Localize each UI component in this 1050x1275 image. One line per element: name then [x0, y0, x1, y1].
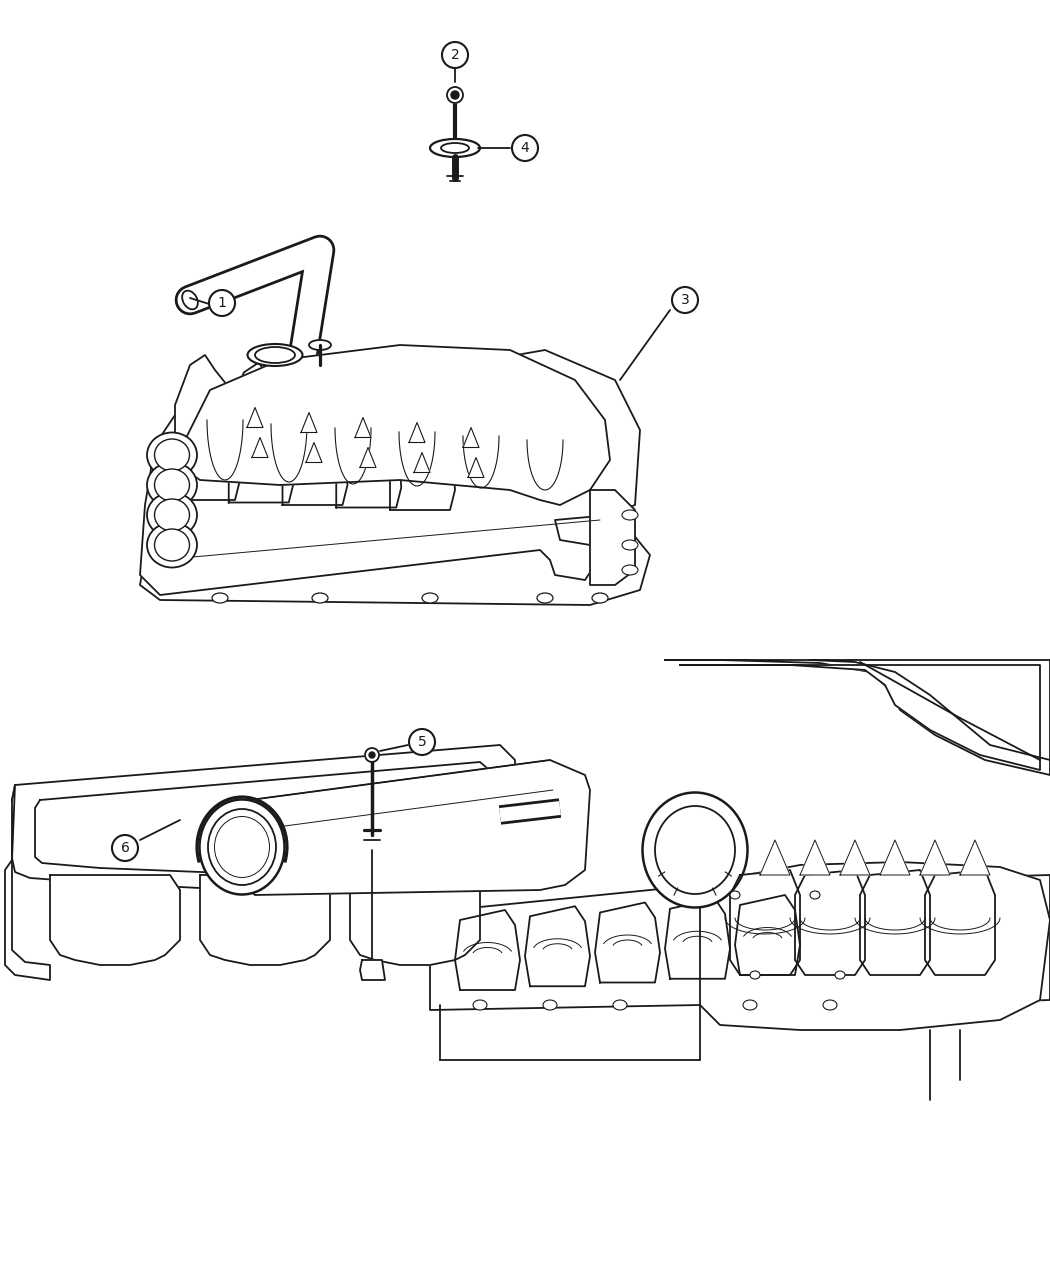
Circle shape: [209, 289, 235, 316]
Polygon shape: [350, 875, 480, 965]
Ellipse shape: [214, 816, 270, 877]
Ellipse shape: [430, 139, 480, 157]
Polygon shape: [301, 413, 317, 432]
Polygon shape: [665, 660, 1050, 775]
Polygon shape: [595, 903, 660, 983]
Polygon shape: [920, 840, 950, 875]
Polygon shape: [12, 745, 514, 892]
Polygon shape: [590, 490, 635, 585]
Polygon shape: [960, 840, 990, 875]
Ellipse shape: [810, 891, 820, 899]
Ellipse shape: [622, 510, 638, 520]
Polygon shape: [525, 907, 590, 987]
Text: 1: 1: [217, 296, 227, 310]
Circle shape: [512, 135, 538, 161]
Circle shape: [442, 42, 468, 68]
Ellipse shape: [472, 1000, 487, 1010]
Polygon shape: [700, 862, 1050, 1030]
Ellipse shape: [835, 972, 845, 979]
Ellipse shape: [422, 593, 438, 603]
Ellipse shape: [743, 1000, 757, 1010]
Polygon shape: [336, 377, 401, 507]
Ellipse shape: [147, 463, 197, 507]
Polygon shape: [175, 354, 240, 500]
Polygon shape: [360, 448, 376, 468]
Ellipse shape: [147, 432, 197, 478]
Circle shape: [365, 748, 379, 762]
Ellipse shape: [730, 891, 740, 899]
Polygon shape: [229, 362, 294, 502]
Text: 3: 3: [680, 293, 690, 307]
Polygon shape: [800, 840, 830, 875]
Polygon shape: [390, 385, 455, 510]
Ellipse shape: [212, 593, 228, 603]
Polygon shape: [840, 840, 870, 875]
Ellipse shape: [823, 1000, 837, 1010]
Polygon shape: [925, 870, 995, 975]
Ellipse shape: [543, 1000, 556, 1010]
Ellipse shape: [147, 523, 197, 567]
Polygon shape: [35, 762, 495, 876]
Circle shape: [112, 835, 138, 861]
Polygon shape: [5, 785, 50, 980]
Polygon shape: [140, 500, 650, 606]
Polygon shape: [455, 910, 520, 989]
Ellipse shape: [154, 499, 189, 530]
Polygon shape: [463, 427, 479, 448]
Ellipse shape: [622, 541, 638, 550]
Ellipse shape: [154, 529, 189, 561]
Text: 2: 2: [450, 48, 460, 62]
Ellipse shape: [613, 1000, 627, 1010]
Polygon shape: [795, 870, 865, 975]
Polygon shape: [185, 346, 610, 505]
Ellipse shape: [643, 793, 748, 908]
Polygon shape: [760, 840, 790, 875]
Ellipse shape: [441, 143, 469, 153]
Text: 4: 4: [521, 142, 529, 156]
Ellipse shape: [248, 344, 302, 366]
Polygon shape: [140, 351, 640, 595]
Polygon shape: [355, 417, 371, 437]
Polygon shape: [306, 442, 322, 463]
Ellipse shape: [309, 340, 331, 351]
Polygon shape: [252, 437, 268, 458]
Circle shape: [452, 91, 459, 99]
Ellipse shape: [537, 593, 553, 603]
Ellipse shape: [182, 291, 197, 310]
Circle shape: [410, 729, 435, 755]
Polygon shape: [360, 960, 385, 980]
Ellipse shape: [750, 972, 760, 979]
Polygon shape: [468, 458, 484, 478]
Polygon shape: [282, 370, 348, 505]
Ellipse shape: [154, 469, 189, 501]
Polygon shape: [410, 422, 425, 442]
Polygon shape: [810, 660, 1050, 760]
Polygon shape: [247, 408, 262, 427]
Polygon shape: [414, 453, 430, 473]
Ellipse shape: [200, 799, 285, 895]
Ellipse shape: [154, 439, 189, 470]
Text: 6: 6: [121, 842, 129, 856]
Ellipse shape: [255, 347, 295, 363]
Ellipse shape: [208, 810, 276, 885]
Polygon shape: [665, 899, 730, 979]
Circle shape: [672, 287, 698, 312]
Polygon shape: [200, 875, 330, 965]
Polygon shape: [680, 666, 1040, 770]
Ellipse shape: [312, 593, 328, 603]
Polygon shape: [735, 895, 800, 975]
Circle shape: [369, 752, 375, 759]
Polygon shape: [50, 875, 180, 965]
Ellipse shape: [622, 565, 638, 575]
Polygon shape: [730, 870, 800, 975]
Polygon shape: [880, 840, 910, 875]
Ellipse shape: [147, 492, 197, 538]
Ellipse shape: [655, 806, 735, 894]
Polygon shape: [860, 870, 930, 975]
Circle shape: [447, 87, 463, 103]
Polygon shape: [235, 760, 590, 895]
Text: 5: 5: [418, 734, 426, 748]
Polygon shape: [430, 875, 1050, 1010]
Ellipse shape: [592, 593, 608, 603]
